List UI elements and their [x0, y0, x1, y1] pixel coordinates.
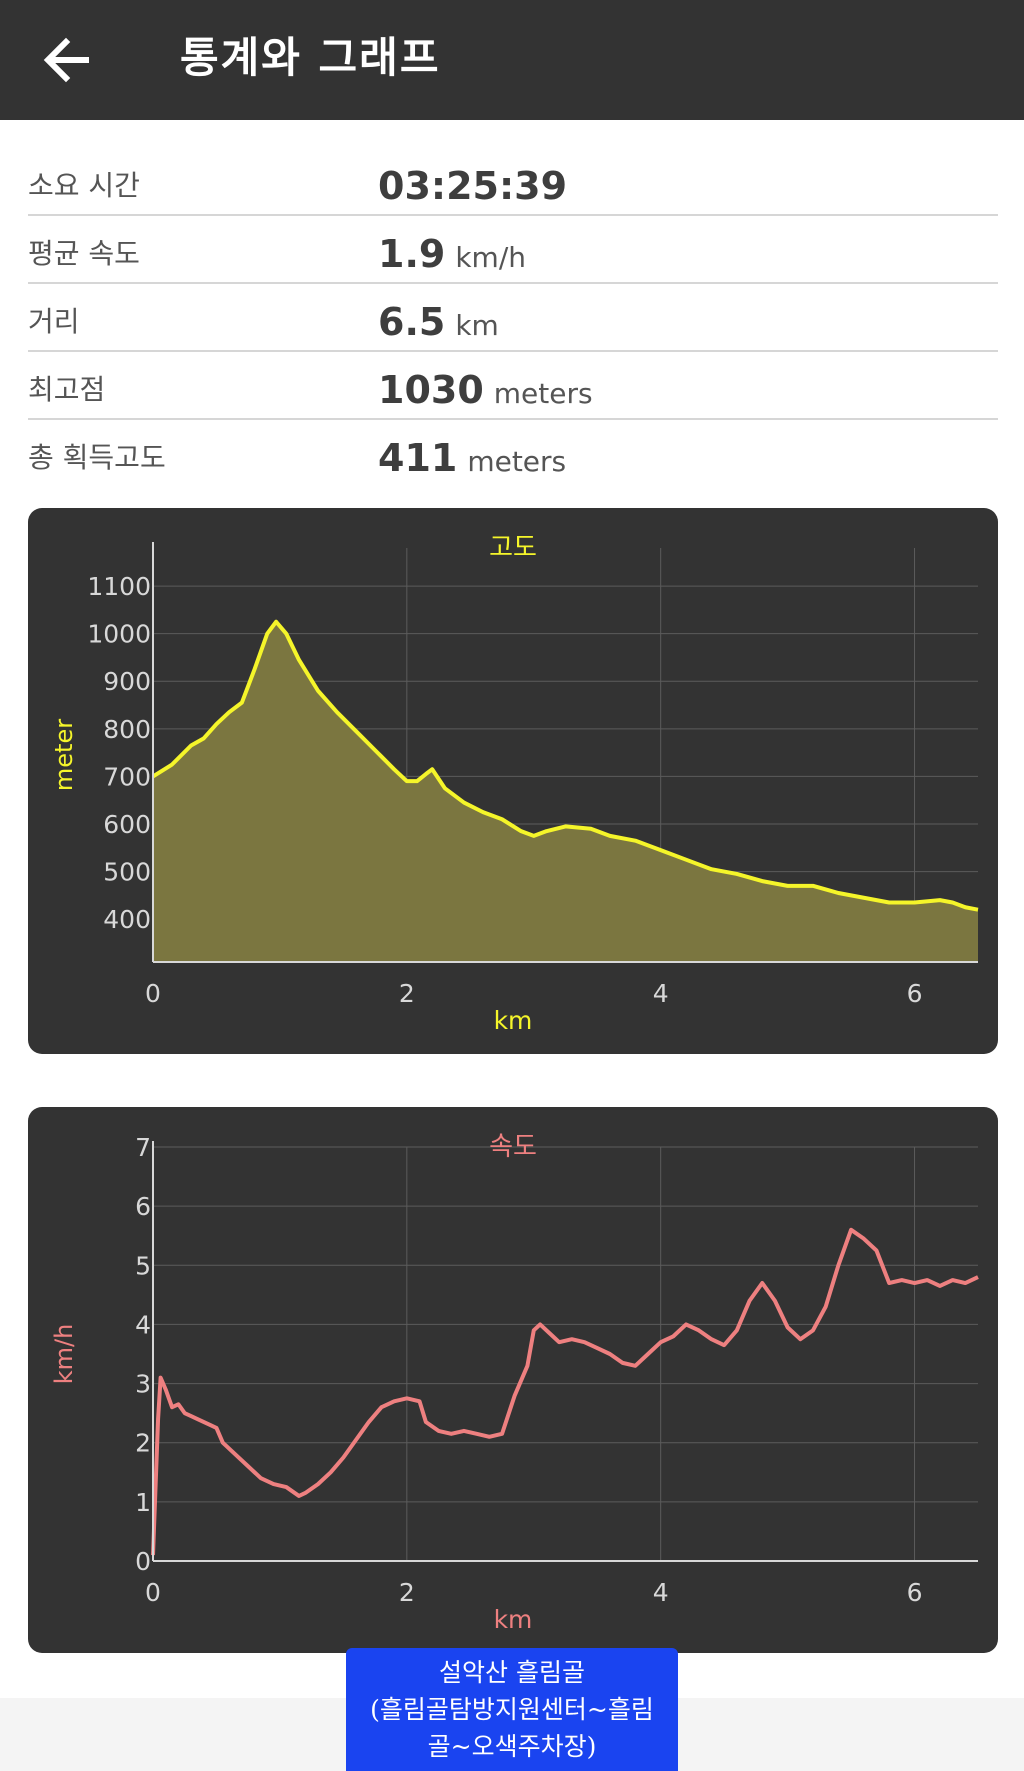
- y-tick-label: 1: [135, 1488, 151, 1517]
- y-tick-label: 1100: [87, 572, 151, 601]
- stat-value-elevation-gain: 411 meters: [378, 436, 566, 480]
- app-bar: 통계와 그래프: [0, 0, 1024, 120]
- x-tick-label: 6: [907, 979, 923, 1008]
- speed-chart-card: 0 1 2 3 4 5 6 7 0 2 4 6 속도 km km/h: [28, 1107, 998, 1653]
- y-tick-label: 600: [103, 810, 151, 839]
- stat-label-distance: 거리: [28, 305, 80, 338]
- stat-row-max-elevation: 최고점 1030 meters: [28, 352, 998, 420]
- duration-value: 03:25:39: [378, 164, 568, 208]
- arrow-left-icon: [43, 37, 89, 83]
- y-tick-label: 4: [135, 1310, 151, 1339]
- route-name-badge[interactable]: 설악산 흘림골 (흘림골탐방지원센터~흘림 골~오색주차장): [346, 1648, 678, 1771]
- chart-title: 속도: [489, 1132, 537, 1162]
- stat-row-duration: 소요 시간 03:25:39: [28, 148, 998, 216]
- stat-value-avg-speed: 1.9 km/h: [378, 232, 526, 276]
- distance-unit: km: [455, 309, 499, 342]
- elevation-chart-card: 400 500 600 700 800 900 1000 1100 0 2 4 6 고도 km meter: [28, 508, 998, 1054]
- stats-content: 소요 시간 03:25:39 평균 속도 1.9 km/h 거리 6.5 km 최고…: [0, 120, 1024, 1698]
- y-tick-label: 7: [135, 1133, 151, 1162]
- y-axis-label: meter: [50, 719, 78, 791]
- x-axis-label: km: [494, 1006, 533, 1035]
- y-tick-label: 3: [135, 1370, 151, 1399]
- avg-speed-unit: km/h: [455, 241, 526, 274]
- back-button[interactable]: [36, 30, 100, 90]
- elevation-gain-unit: meters: [467, 445, 567, 478]
- chart-title: 고도: [489, 533, 537, 563]
- route-name-line-1: 설악산 흘림골: [439, 1658, 585, 1687]
- y-tick-label: 1000: [87, 620, 151, 649]
- y-tick-label: 700: [103, 762, 151, 791]
- distance-value: 6.5: [378, 300, 446, 344]
- elevation-line: [151, 619, 979, 912]
- y-tick-label: 6: [135, 1192, 151, 1221]
- y-tick-label: 500: [103, 858, 151, 887]
- page-title: 통계와 그래프: [180, 33, 441, 82]
- stat-label-avg-speed: 평균 속도: [28, 237, 140, 270]
- x-tick-label: 0: [145, 1578, 161, 1607]
- max-elevation-unit: meters: [493, 377, 593, 410]
- y-tick-label: 900: [103, 667, 151, 696]
- x-axis-label: km: [494, 1605, 533, 1634]
- stat-row-distance: 거리 6.5 km: [28, 284, 998, 352]
- x-tick-label: 2: [399, 1578, 415, 1607]
- x-tick-label: 4: [653, 1578, 669, 1607]
- stat-value-distance: 6.5 km: [378, 300, 499, 344]
- elevation-gain-value: 411: [378, 436, 458, 480]
- stat-label-max-elevation: 최고점: [28, 373, 106, 406]
- y-tick-label: 5: [135, 1251, 151, 1280]
- y-axis-label: km/h: [50, 1324, 78, 1385]
- y-tick-label: 0: [135, 1547, 151, 1576]
- stat-value-max-elevation: 1030 meters: [378, 368, 593, 412]
- x-tick-label: 4: [653, 979, 669, 1008]
- y-tick-label: 400: [103, 905, 151, 934]
- stat-label-elevation-gain: 총 획득고도: [28, 441, 166, 474]
- elevation-area: [153, 621, 978, 962]
- stat-row-elevation-gain: 총 획득고도 411 meters: [28, 420, 998, 486]
- avg-speed-value: 1.9: [378, 232, 446, 276]
- route-name-line-3: 골~오색주차장): [427, 1732, 597, 1761]
- stat-value-duration: 03:25:39: [378, 164, 567, 208]
- route-name-line-2: (흘림골탐방지원센터~흘림: [370, 1695, 654, 1724]
- stat-label-duration: 소요 시간: [28, 169, 140, 202]
- stat-row-avg-speed: 평균 속도 1.9 km/h: [28, 216, 998, 284]
- y-tick-label: 2: [135, 1429, 151, 1458]
- elevation-chart: 400 500 600 700 800 900 1000 1100 0 2 4 6 고도 km meter: [50, 533, 979, 1035]
- x-tick-label: 0: [145, 979, 161, 1008]
- max-elevation-value: 1030: [378, 368, 484, 412]
- y-tick-label: 800: [103, 715, 151, 744]
- speed-line: [151, 1227, 979, 1556]
- x-tick-label: 6: [907, 1578, 923, 1607]
- speed-chart: 0 1 2 3 4 5 6 7 0 2 4 6 속도 km km/h: [50, 1132, 979, 1634]
- x-tick-label: 2: [399, 979, 415, 1008]
